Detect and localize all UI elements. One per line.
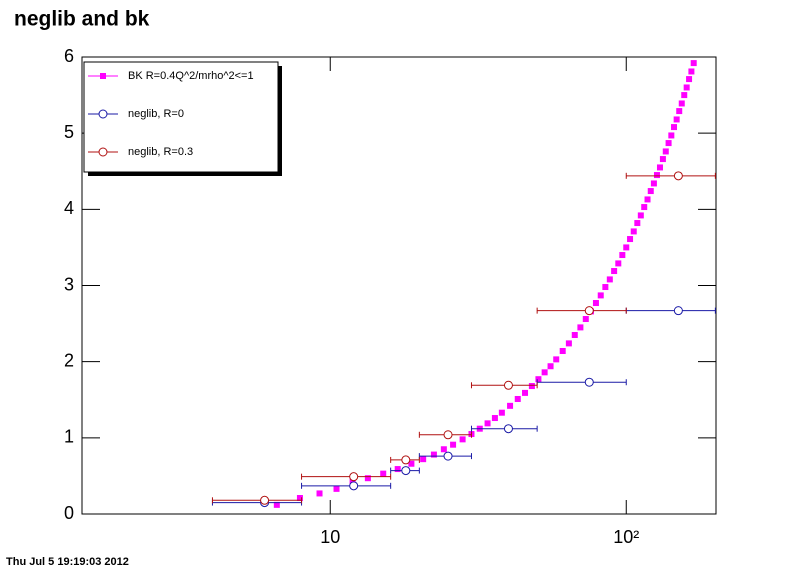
marker <box>273 501 280 508</box>
marker <box>597 292 604 299</box>
marker <box>577 324 584 331</box>
marker <box>316 490 323 497</box>
marker <box>637 212 644 219</box>
marker <box>623 244 630 251</box>
marker <box>656 164 663 171</box>
marker <box>503 424 513 434</box>
marker <box>420 456 427 463</box>
y-tick-label: 2 <box>64 350 74 370</box>
marker <box>676 108 683 115</box>
marker <box>668 132 675 139</box>
legend-marker <box>98 147 108 157</box>
legend-marker <box>98 109 108 119</box>
marker <box>611 268 618 275</box>
marker <box>662 148 669 155</box>
marker <box>630 228 637 235</box>
marker <box>443 451 453 461</box>
footer: Thu Jul 5 19:19:03 2012 <box>6 556 129 568</box>
legend-marker <box>100 73 106 79</box>
marker <box>584 377 594 387</box>
marker <box>565 340 572 347</box>
series <box>211 306 716 508</box>
marker <box>582 316 589 323</box>
marker <box>514 395 521 402</box>
series <box>273 60 697 508</box>
marker <box>459 436 466 443</box>
marker <box>644 196 651 203</box>
marker <box>665 140 672 147</box>
legend-label: neglib, R=0.3 <box>128 146 193 158</box>
marker <box>683 84 690 91</box>
series <box>211 171 716 505</box>
y-tick-label: 0 <box>64 503 74 523</box>
marker <box>659 156 666 163</box>
marker <box>541 369 548 376</box>
marker <box>349 472 359 482</box>
marker <box>507 402 514 409</box>
marker <box>671 124 678 131</box>
marker <box>653 172 660 179</box>
marker <box>394 466 401 473</box>
marker <box>484 420 491 427</box>
marker <box>535 376 542 383</box>
marker <box>401 455 411 465</box>
legend-label: BK R=0.4Q^2/mrho^2<=1 <box>128 70 254 82</box>
marker <box>584 306 594 316</box>
marker <box>681 92 688 99</box>
marker <box>673 306 683 316</box>
marker <box>688 68 695 75</box>
marker <box>634 220 641 227</box>
marker <box>364 475 371 482</box>
marker <box>260 495 270 505</box>
marker <box>528 383 535 390</box>
marker <box>686 76 693 83</box>
marker <box>602 284 609 291</box>
marker <box>678 100 685 107</box>
marker <box>647 188 654 195</box>
marker <box>522 389 529 396</box>
marker <box>673 171 683 181</box>
marker <box>349 481 359 491</box>
marker <box>408 460 415 467</box>
marker <box>627 236 634 243</box>
marker <box>592 300 599 307</box>
chart-title: neglib and bk <box>14 8 150 31</box>
marker <box>559 348 566 355</box>
marker <box>690 60 697 67</box>
marker <box>553 356 560 363</box>
marker <box>673 116 680 123</box>
marker <box>615 260 622 267</box>
marker <box>547 363 554 370</box>
marker <box>443 430 453 440</box>
marker <box>450 441 457 448</box>
legend-label: neglib, R=0 <box>128 108 184 120</box>
y-tick-label: 5 <box>64 122 74 142</box>
marker <box>380 470 387 477</box>
y-tick-label: 6 <box>64 46 74 66</box>
y-tick-label: 1 <box>64 427 74 447</box>
marker <box>641 204 648 211</box>
marker <box>650 180 657 187</box>
marker <box>401 466 411 476</box>
y-tick-label: 4 <box>64 198 74 218</box>
marker <box>606 276 613 283</box>
marker <box>333 485 340 492</box>
x-tick-label: 10 <box>320 527 340 547</box>
marker <box>571 332 578 339</box>
marker <box>491 415 498 422</box>
marker <box>440 446 447 453</box>
marker <box>619 252 626 259</box>
marker <box>498 409 505 416</box>
marker <box>296 495 303 502</box>
legend-box <box>83 61 279 173</box>
x-tick-label: 10² <box>613 527 639 547</box>
y-tick-label: 3 <box>64 274 74 294</box>
marker <box>430 451 437 458</box>
marker <box>503 380 513 390</box>
